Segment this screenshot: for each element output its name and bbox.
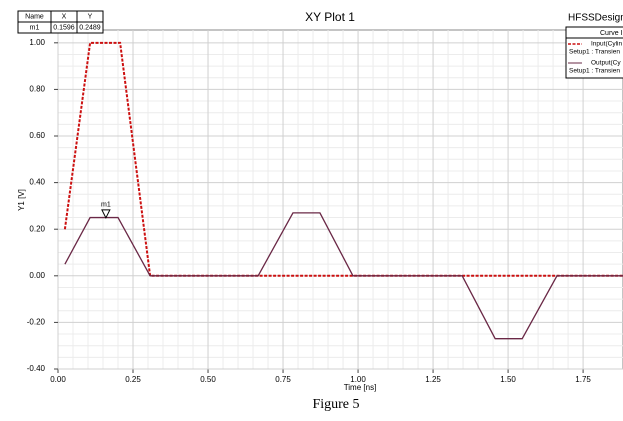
series-line [63, 41, 623, 277]
table-header: X [62, 13, 67, 20]
y-tick-label: 1.00 [29, 38, 45, 47]
legend-entry: Output(Cy [591, 60, 621, 67]
table-header: Name [25, 13, 44, 20]
y-tick-label: -0.40 [27, 364, 46, 373]
y-tick-label: 0.40 [29, 178, 45, 187]
x-tick-label: 1.50 [500, 375, 516, 384]
x-tick-label: 1.75 [575, 375, 591, 384]
x-tick-label: 1.00 [350, 375, 366, 384]
series-line [64, 212, 623, 340]
x-axis-label: Time [ns] [344, 383, 377, 392]
y-tick-label: 0.60 [29, 131, 45, 140]
x-tick-label: 0.00 [50, 375, 66, 384]
legend-setup: Setup1 : Transien [569, 49, 620, 56]
marker [101, 209, 111, 219]
y-tick-label: 0.80 [29, 85, 45, 94]
chart-title: XY Plot 1 [305, 10, 355, 24]
legend-entry: Input(Cylin [591, 41, 622, 48]
table-cell: 0.2489 [79, 24, 101, 31]
table-cell: 0.1596 [53, 24, 75, 31]
x-tick-label: 0.25 [125, 375, 141, 384]
caption: Figure 5 [312, 397, 359, 412]
y-tick-label: 0.20 [29, 224, 45, 233]
x-tick-label: 0.75 [275, 375, 291, 384]
legend-title: Curve Ir [600, 30, 623, 37]
y-tick-label: 0.00 [29, 271, 45, 280]
table-cell: m1 [30, 24, 40, 31]
x-tick-label: 1.25 [425, 375, 441, 384]
y-axis-label: Y1 [V] [17, 189, 26, 211]
marker-label: m1 [101, 202, 111, 209]
plot-area [57, 29, 623, 370]
table-header: Y [88, 13, 93, 20]
y-tick-label: -0.20 [27, 318, 46, 327]
design-name: HFSSDesign_ [568, 13, 623, 24]
x-tick-label: 0.50 [200, 375, 216, 384]
legend [565, 26, 623, 79]
legend-setup: Setup1 : Transien [569, 68, 620, 75]
